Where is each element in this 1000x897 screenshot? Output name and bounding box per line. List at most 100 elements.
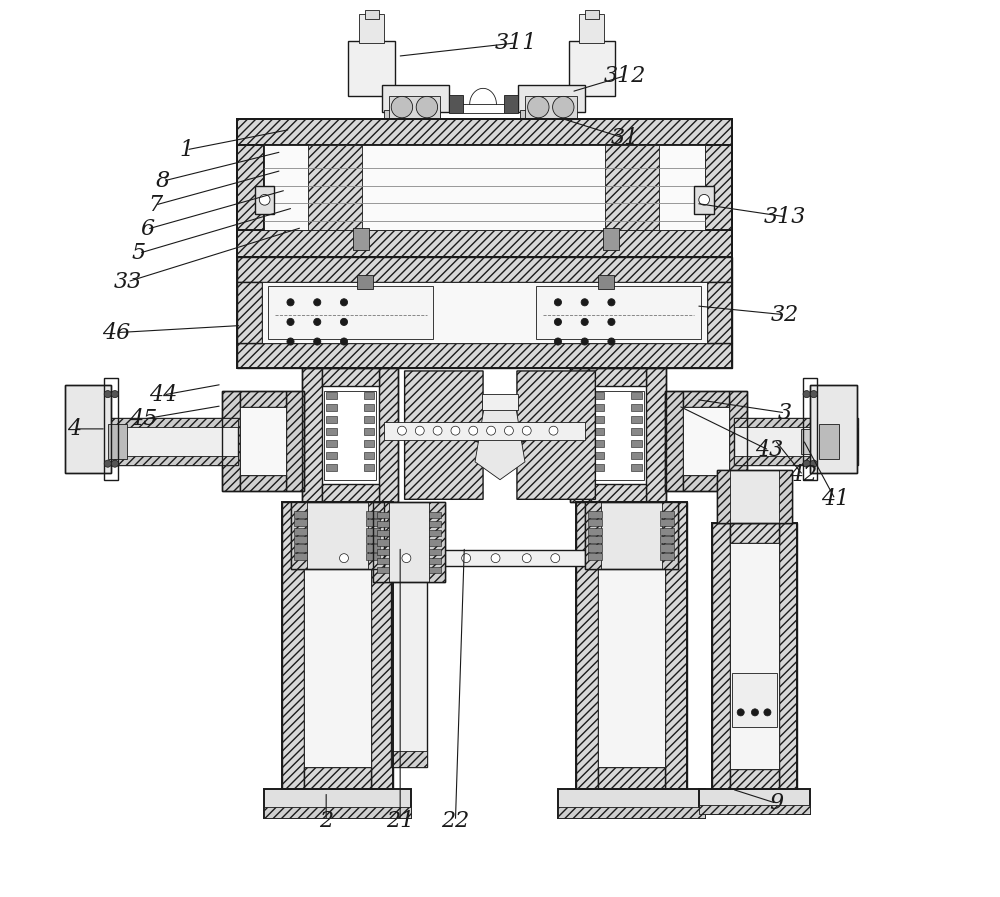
Bar [717, 470, 792, 523]
Bar [705, 145, 732, 231]
Bar [377, 512, 389, 518]
Circle shape [104, 390, 111, 397]
Bar [389, 96, 440, 118]
Bar [660, 553, 674, 560]
Circle shape [551, 553, 560, 562]
Polygon shape [475, 408, 525, 480]
Bar [662, 502, 678, 569]
Polygon shape [517, 371, 595, 500]
Bar [368, 502, 384, 569]
Bar [585, 10, 599, 19]
Bar [660, 536, 674, 544]
Bar [779, 470, 792, 523]
Bar [729, 391, 747, 492]
Bar [683, 475, 729, 492]
Bar [294, 519, 307, 527]
Bar [302, 369, 322, 502]
Bar [237, 118, 732, 257]
Text: 311: 311 [495, 32, 537, 54]
Bar [366, 544, 380, 552]
Bar [322, 369, 379, 386]
Bar [326, 405, 337, 412]
Bar [294, 553, 307, 560]
Circle shape [737, 709, 744, 716]
Bar [104, 378, 118, 480]
Bar [377, 558, 389, 564]
Bar [268, 286, 433, 339]
Bar [631, 464, 642, 471]
Bar [353, 229, 369, 249]
Text: 31: 31 [611, 127, 639, 149]
Text: 46: 46 [103, 322, 131, 344]
Bar [660, 544, 674, 552]
Bar [255, 186, 274, 214]
Bar [536, 286, 701, 339]
Bar [65, 385, 111, 473]
Circle shape [462, 553, 471, 562]
Bar [222, 391, 240, 492]
Bar [240, 475, 286, 492]
Circle shape [581, 338, 588, 345]
Bar [304, 502, 371, 524]
Bar [631, 416, 642, 423]
Bar [730, 543, 779, 770]
Bar [683, 407, 729, 475]
Bar [558, 789, 705, 817]
Bar [364, 428, 374, 435]
Bar [734, 418, 858, 465]
Bar [803, 378, 817, 480]
Circle shape [371, 553, 380, 562]
Bar [429, 558, 441, 564]
Circle shape [751, 709, 759, 716]
Bar [282, 502, 304, 789]
Text: 7: 7 [148, 194, 162, 216]
Bar [324, 390, 376, 480]
Bar [291, 502, 384, 569]
Bar [598, 767, 665, 789]
Circle shape [340, 338, 348, 345]
Circle shape [314, 318, 321, 326]
Bar [291, 502, 384, 569]
Text: 44: 44 [149, 384, 177, 406]
Bar [429, 521, 441, 527]
Bar [429, 539, 441, 545]
Circle shape [553, 96, 574, 118]
Bar [286, 391, 304, 492]
Bar [326, 428, 337, 435]
Bar [237, 344, 732, 369]
Bar [717, 470, 730, 523]
Circle shape [699, 195, 709, 205]
Bar [717, 470, 792, 523]
Bar [282, 502, 393, 789]
Bar [594, 416, 604, 423]
Text: 9: 9 [769, 792, 783, 814]
Text: 6: 6 [140, 218, 154, 240]
Text: 8: 8 [156, 170, 170, 192]
Circle shape [340, 553, 348, 562]
Text: 41: 41 [821, 488, 849, 510]
Circle shape [549, 426, 558, 435]
Bar [570, 369, 666, 502]
Bar [373, 502, 389, 582]
Bar [237, 118, 732, 145]
Bar [631, 405, 642, 412]
Circle shape [491, 553, 500, 562]
Bar [646, 369, 666, 502]
Bar [294, 544, 307, 552]
Bar [588, 536, 602, 544]
Bar [603, 229, 619, 249]
Text: 22: 22 [441, 810, 470, 832]
Circle shape [528, 96, 549, 118]
Text: 2: 2 [319, 810, 333, 832]
Bar [594, 440, 604, 447]
Bar [631, 452, 642, 459]
Bar [429, 512, 441, 518]
Text: 4: 4 [67, 418, 81, 440]
Bar [424, 109, 440, 120]
Circle shape [554, 318, 562, 326]
Bar [594, 428, 604, 435]
Bar [111, 429, 120, 454]
Polygon shape [405, 371, 483, 500]
Circle shape [287, 318, 294, 326]
Bar [240, 407, 286, 475]
